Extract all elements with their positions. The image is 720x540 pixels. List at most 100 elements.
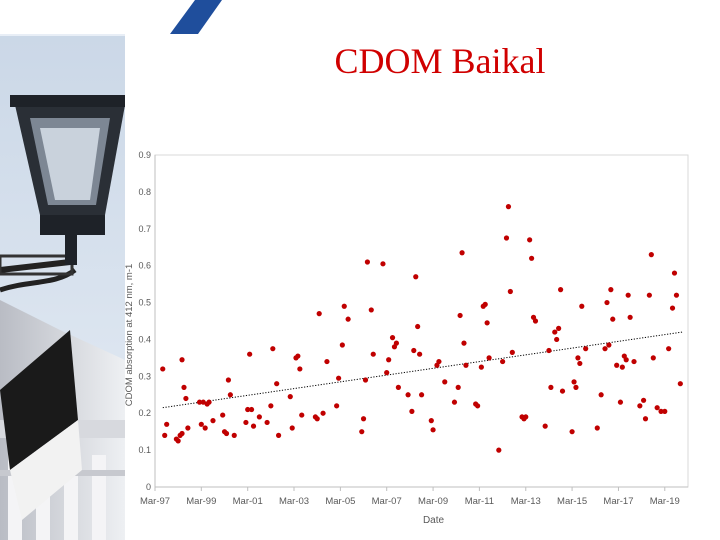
data-point: [247, 351, 253, 357]
data-point: [225, 377, 232, 383]
data-point: [314, 416, 320, 422]
data-point: [334, 403, 340, 409]
data-point: [637, 403, 643, 409]
data-point: [598, 392, 604, 398]
data-point: [368, 307, 374, 313]
data-point: [606, 342, 612, 348]
data-point: [610, 316, 616, 322]
data-point: [654, 405, 660, 411]
y-tick-label: 0.3: [138, 371, 151, 381]
data-point: [345, 316, 351, 322]
data-point: [389, 335, 396, 341]
data-point: [552, 329, 558, 335]
data-point: [162, 432, 168, 438]
data-point: [577, 360, 583, 367]
data-point: [409, 408, 415, 414]
data-point: [299, 412, 305, 418]
data-point: [583, 346, 589, 352]
data-point: [658, 408, 664, 414]
data-point: [206, 399, 212, 405]
data-point: [505, 204, 512, 210]
data-point: [185, 425, 191, 431]
data-point: [529, 255, 535, 261]
data-point: [442, 379, 448, 385]
data-point: [183, 395, 189, 402]
y-tick-label: 0.4: [138, 334, 151, 344]
x-tick-label: Mar-01: [233, 496, 263, 507]
x-tick-label: Mar-15: [557, 496, 587, 507]
data-point: [558, 287, 564, 293]
data-point: [608, 287, 614, 293]
x-axis-title: Date: [423, 515, 445, 526]
data-point: [509, 349, 515, 355]
data-point: [486, 355, 492, 361]
data-point: [451, 399, 458, 405]
data-point: [646, 292, 652, 298]
data-point: [164, 421, 170, 427]
data-point: [573, 384, 579, 390]
data-point: [264, 419, 270, 426]
data-point: [324, 358, 330, 365]
y-tick-label: 0: [146, 482, 151, 492]
data-point: [198, 421, 204, 427]
data-point: [559, 388, 566, 394]
data-point: [617, 399, 624, 405]
data-point: [556, 325, 562, 331]
data-point: [554, 336, 560, 343]
data-point: [202, 425, 208, 431]
data-point: [179, 430, 185, 437]
data-point: [673, 292, 680, 298]
data-point: [548, 384, 554, 390]
x-tick-label: Mar-13: [511, 496, 541, 507]
data-point: [604, 299, 610, 306]
data-point: [245, 406, 251, 413]
data-point: [248, 406, 255, 413]
data-point: [575, 355, 581, 361]
data-point: [475, 403, 481, 409]
data-point: [223, 430, 230, 437]
decorative-photo: [0, 0, 125, 540]
data-point: [395, 384, 401, 390]
data-point: [393, 340, 400, 346]
data-point: [417, 351, 423, 357]
data-point: [677, 381, 683, 387]
data-point: [227, 392, 233, 398]
data-point: [160, 366, 166, 372]
data-point: [614, 362, 620, 368]
data-point: [196, 399, 203, 405]
x-tick-label: Mar-17: [603, 496, 633, 507]
data-point: [231, 432, 237, 438]
data-point: [210, 418, 216, 424]
data-point: [411, 347, 417, 354]
data-point: [436, 358, 442, 365]
x-tick-label: Mar-11: [465, 496, 494, 507]
data-point: [459, 250, 465, 256]
data-point: [631, 358, 637, 365]
x-tick-label: Mar-09: [418, 496, 448, 507]
x-tick-label: Mar-05: [325, 496, 355, 507]
data-point: [359, 429, 365, 435]
data-point: [413, 274, 419, 280]
data-point: [336, 375, 342, 381]
data-point: [384, 370, 390, 376]
slide-title: CDOM Baikal: [334, 41, 546, 81]
data-point: [457, 312, 463, 319]
y-tick-label: 0.7: [138, 224, 151, 234]
data-point: [507, 288, 513, 295]
data-point: [523, 414, 529, 420]
data-point: [642, 416, 649, 422]
scatter-chart: 0 0.1 0.2 0.3 0.4 0.5 0.6 0.7 0.8 0.9 Mar-97 Mar-99…: [124, 145, 695, 535]
data-point: [418, 392, 425, 398]
data-point: [275, 432, 282, 438]
data-point: [386, 357, 392, 363]
data-point: [274, 381, 280, 387]
data-point: [316, 311, 322, 317]
data-point: [478, 364, 484, 370]
data-point: [619, 364, 625, 370]
data-point: [625, 292, 631, 298]
data-point: [297, 366, 303, 372]
data-point: [270, 346, 276, 352]
trend-line: [162, 331, 683, 409]
y-tick-label: 0.5: [138, 298, 151, 308]
data-point: [602, 346, 608, 352]
